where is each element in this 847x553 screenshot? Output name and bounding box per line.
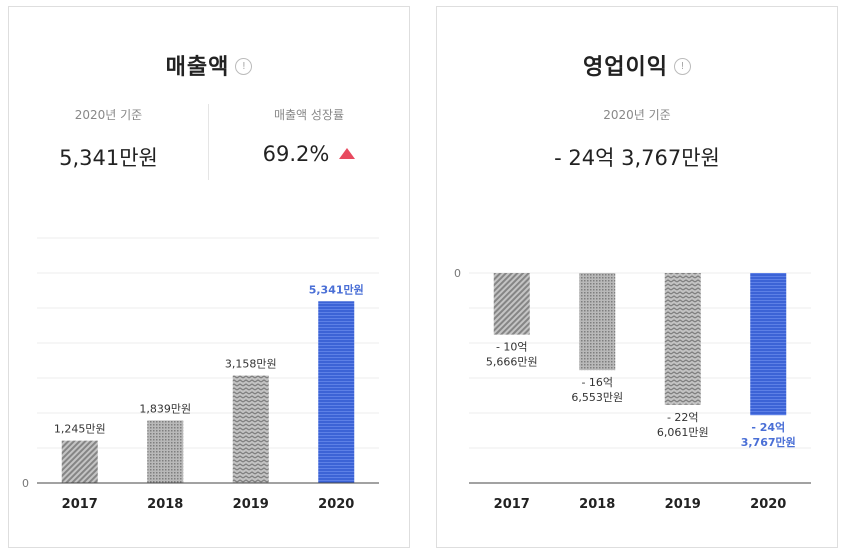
operating-data-label-2019: 6,061만원 — [657, 426, 709, 439]
revenue-x-tick-2017: 2017 — [62, 497, 98, 512]
operating-bar-2018 — [579, 273, 616, 371]
revenue-x-tick-2019: 2019 — [233, 497, 269, 512]
revenue-data-label-2019: 3,158만원 — [225, 358, 277, 371]
revenue-base-label: 2020년 기준 — [74, 108, 143, 122]
operating-title-text: 영업이익 — [583, 55, 668, 80]
operating-x-tick-2018: 2018 — [579, 497, 615, 512]
operating-data-label-2017: - 10억 — [496, 341, 528, 354]
revenue-x-tick-2020: 2020 — [318, 497, 354, 512]
operating-data-label-2017: 5,666만원 — [486, 356, 538, 369]
operating-x-tick-2017: 2017 — [494, 497, 530, 512]
operating-bar-2019 — [664, 273, 701, 405]
stat-divider — [208, 104, 209, 180]
revenue-base-value: 5,341만원 — [59, 146, 158, 170]
revenue-bar-2020 — [318, 301, 355, 483]
revenue-bar-2018 — [147, 420, 184, 483]
revenue-bar-2017 — [61, 440, 98, 483]
revenue-x-tick-2018: 2018 — [147, 497, 183, 512]
operating-y-tick-label: 0 — [454, 267, 461, 280]
revenue-bar-2019 — [232, 375, 269, 483]
operating-data-label-2020: 3,767만원 — [741, 435, 796, 449]
info-icon[interactable]: ! — [235, 57, 253, 75]
revenue-data-label-2018: 1,839만원 — [139, 402, 191, 415]
operating-chart: 0 - 10억 5,666만원 2017 - 16억 6,553만원 2018 - 22억 6,… — [454, 267, 811, 512]
arrow-up-icon — [339, 147, 356, 159]
revenue-data-label-2017: 1,245만원 — [54, 423, 106, 436]
operating-bar-2017 — [493, 273, 530, 335]
operating-data-label-2018: - 16억 — [581, 376, 613, 389]
operating-data-label-2020: - 24억 — [751, 421, 785, 434]
operating-base-value: - 24억 3,767만원 — [554, 146, 720, 170]
revenue-card: 매출액! 2020년 기준 5,341만원 매출액 성장률 69.2% 0 1,2… — [8, 6, 410, 548]
revenue-growth-value: 69.2% — [262, 142, 330, 166]
revenue-growth: 69.2% — [209, 142, 409, 166]
operating-x-tick-2019: 2019 — [665, 497, 701, 512]
revenue-title-text: 매출액 — [165, 55, 230, 80]
operating-title: 영업이익! — [437, 49, 837, 81]
info-icon[interactable]: ! — [673, 57, 691, 75]
operating-x-tick-2020: 2020 — [750, 497, 786, 512]
revenue-title: 매출액! — [9, 49, 409, 81]
revenue-y-tick-label: 0 — [22, 477, 29, 490]
revenue-chart: 0 1,245만원 2017 1,839만원 2018 3,158만원 2019 5,341만… — [22, 237, 379, 512]
revenue-growth-label: 매출액 성장률 — [273, 108, 345, 122]
operating-data-label-2018: 6,553만원 — [571, 391, 623, 404]
operating-base-label: 2020년 기준 — [603, 108, 671, 122]
operating-profit-card: 영업이익! 2020년 기준 - 24억 3,767만원 0 - 10억 5,666… — [436, 6, 838, 548]
operating-bar-2020 — [750, 273, 787, 416]
operating-data-label-2019: - 22억 — [667, 411, 699, 424]
revenue-data-label-2020: 5,341만원 — [309, 282, 364, 296]
